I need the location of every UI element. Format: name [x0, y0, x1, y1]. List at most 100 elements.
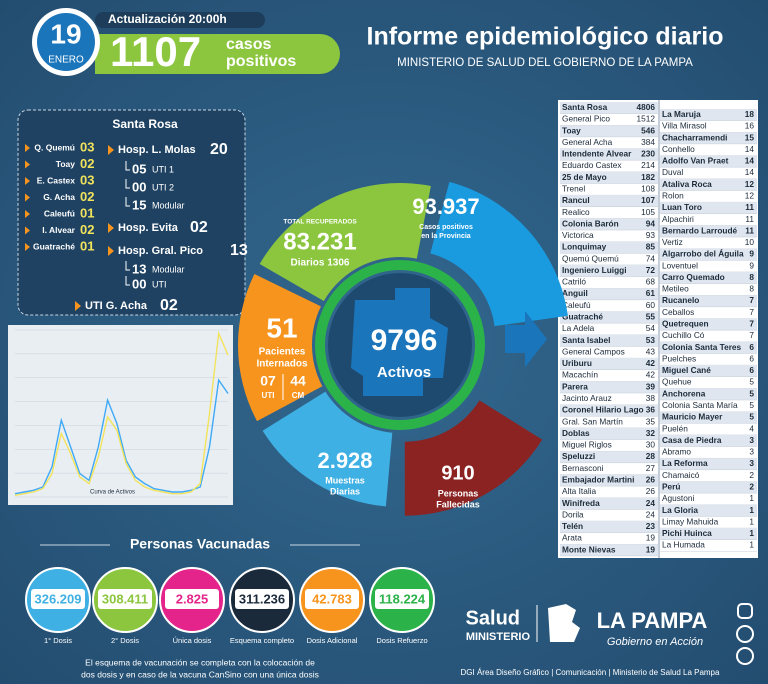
municipality: La Humada — [662, 540, 705, 550]
cases-count: 12 — [745, 190, 755, 200]
row-shade — [560, 358, 658, 370]
row-shade — [560, 218, 658, 231]
municipality: Winifreda — [562, 498, 600, 508]
cases-count: 23 — [646, 521, 656, 531]
tests-label: Diarias — [330, 486, 360, 496]
municipality: Duval — [662, 167, 683, 177]
cases-count: 36 — [646, 405, 656, 415]
cases-count: 35 — [646, 416, 656, 426]
cases-count: 18 — [745, 109, 755, 119]
municipality: La Gloria — [662, 505, 698, 515]
update-banner — [95, 12, 265, 28]
vaccination-title: Personas Vacunadas — [130, 536, 270, 552]
municipality: Loventuel — [662, 260, 698, 270]
cases-count: 54 — [646, 323, 656, 333]
cases-count: 27 — [646, 463, 656, 473]
municipality: General Pico — [562, 114, 610, 124]
arrow — [25, 210, 30, 218]
row-shade — [560, 544, 658, 556]
cases-count: 11 — [745, 214, 754, 224]
cases-count: 94 — [646, 218, 656, 228]
municipality: Uriburu — [562, 358, 592, 368]
dose-label: Única dosis — [173, 636, 212, 645]
deaths-label: Fallecidas — [436, 499, 480, 509]
municipality: Adolfo Van Praet — [662, 156, 729, 166]
municipality: Limay Mahuida — [662, 516, 719, 526]
cases-count: 39 — [646, 381, 656, 391]
row-shade — [660, 202, 757, 214]
locality-name: Q. Quemú — [34, 142, 75, 152]
cases-count: 384 — [641, 137, 655, 147]
cases-count: 42 — [646, 358, 656, 368]
cases-count: 5 — [749, 412, 754, 422]
cases-count: 105 — [641, 207, 655, 217]
locality-value: 03 — [80, 139, 94, 154]
municipality: Puelén — [662, 423, 688, 433]
municipality: Telén — [562, 521, 583, 531]
dose-box — [31, 589, 85, 609]
cases-count: 10 — [745, 237, 755, 247]
cases-count: 74 — [646, 253, 656, 263]
unit-label: Modular — [152, 200, 185, 210]
locality-name: Caleufú — [44, 208, 75, 218]
arrow — [25, 160, 30, 169]
municipality: Doblas — [562, 428, 590, 438]
row-shade — [560, 381, 658, 393]
logo-province: LA PAMPA — [597, 608, 708, 633]
facebook-icon[interactable] — [736, 625, 754, 643]
unit-value: 00 — [132, 276, 146, 291]
row-shade — [660, 341, 757, 354]
locality-name: Toay — [56, 159, 75, 169]
month: ENERO — [48, 55, 84, 66]
locality-name: I. Alvear — [42, 225, 75, 235]
municipality: Rancul — [562, 195, 590, 205]
arrow — [25, 243, 30, 251]
municipality: Guatraché — [562, 312, 603, 322]
connector — [125, 197, 130, 207]
dose-label: Dosis Refuerzo — [376, 636, 427, 645]
cases-count: 182 — [641, 172, 655, 182]
cases-count: 61 — [646, 288, 656, 298]
cm-value: 44 — [290, 373, 306, 389]
municipality: Alta Italia — [562, 486, 597, 496]
row-shade — [560, 427, 658, 440]
municipality: Quemú Quemú — [562, 253, 619, 263]
unit-value: 13 — [132, 261, 146, 276]
dose-box — [98, 589, 152, 609]
municipality: 25 de Mayo — [562, 172, 607, 182]
cases-count: 1 — [749, 505, 754, 515]
cases-count: 9 — [749, 260, 754, 270]
cases-count: 19 — [646, 544, 656, 554]
row-shade — [560, 451, 658, 463]
arrow — [25, 226, 30, 235]
logo-salud: Salud — [466, 607, 520, 629]
cases-count: 214 — [641, 160, 655, 170]
unit-label: UTI — [152, 279, 167, 289]
hospitalized-label: Internados — [256, 359, 308, 370]
row-shade — [560, 474, 658, 487]
cases-count: 4806 — [637, 102, 656, 112]
twitter-icon[interactable] — [736, 647, 754, 665]
unit-label: Modular — [152, 264, 185, 274]
cases-count: 68 — [646, 277, 656, 287]
tests-label: Muestras — [325, 475, 365, 485]
municipality: Gral. San Martín — [562, 416, 623, 426]
connector — [125, 261, 130, 271]
municipality: Intendente Alvear — [562, 149, 632, 159]
hospital-name: UTI G. Acha — [85, 300, 148, 312]
row-shade — [660, 411, 757, 424]
row-shade — [560, 264, 658, 277]
cases-count: 16 — [745, 121, 755, 131]
row-shade — [660, 271, 757, 284]
donut-segment — [430, 181, 568, 327]
dose-label: 2° Dosis — [111, 636, 139, 645]
row-shade — [560, 288, 658, 300]
dose-box — [375, 589, 429, 609]
cases-count: 93 — [646, 230, 656, 240]
municipality: Eduardo Castex — [562, 160, 622, 170]
cm-label: CM — [292, 391, 305, 400]
cases-count: 6 — [749, 342, 754, 352]
hospital-name: Hosp. Gral. Pico — [118, 245, 203, 257]
instagram-icon[interactable] — [737, 603, 753, 619]
